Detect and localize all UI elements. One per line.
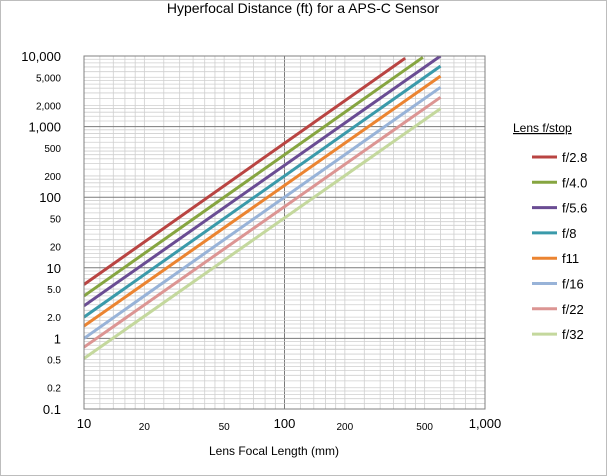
y-tick-label: 5,000 — [36, 73, 61, 84]
y-tick-label: 10 — [47, 261, 61, 276]
legend-label-3: f/5.6 — [562, 201, 587, 216]
series-line-4 — [84, 64, 442, 319]
series-line-1 — [84, 56, 407, 286]
legend-label-6: f/16 — [562, 277, 584, 292]
x-tick-label: 20 — [139, 422, 151, 433]
y-tick-label: 20 — [50, 243, 62, 254]
y-tick-label: 50 — [50, 214, 62, 225]
y-tick-label: 500 — [44, 144, 61, 155]
legend-label-5: f11 — [562, 251, 579, 266]
series-line-7 — [84, 96, 442, 349]
legend-label-2: f/4.0 — [562, 175, 587, 190]
x-axis-ticks: 10 20 50 100 200 500 1,000 — [77, 416, 502, 433]
legend-title: Lens f/stop — [513, 121, 572, 135]
series-line-3 — [84, 56, 442, 308]
y-tick-label: 1 — [54, 331, 61, 346]
legend-label-7: f/22 — [562, 302, 584, 317]
legend: f/2.8 f/4.0 f/5.6 f/8 f11 f/16 f/22 f/32 — [532, 150, 587, 342]
series-line-8 — [84, 107, 442, 360]
x-tick-label: 10 — [77, 416, 91, 431]
series-line-2 — [84, 56, 424, 298]
y-tick-label: 1,000 — [28, 120, 61, 135]
y-tick-label: 0.5 — [47, 356, 61, 367]
plot-border — [83, 55, 486, 410]
chart-title: Hyperfocal Distance (ft) for a APS-C Sen… — [167, 0, 440, 16]
x-axis-title: Lens Focal Length (mm) — [209, 444, 339, 458]
y-tick-label: 5.0 — [47, 285, 61, 296]
series-line-5 — [84, 74, 442, 328]
y-axis-ticks: 0.1 0.2 0.5 1 2.0 5.0 10 20 50 100 200 500 1,000 2,00… — [21, 49, 61, 417]
y-tick-label: 0.2 — [47, 384, 61, 395]
x-tick-label: 50 — [219, 422, 231, 433]
x-tick-label: 100 — [274, 416, 296, 431]
legend-label-1: f/2.8 — [562, 150, 587, 165]
x-tick-label: 200 — [337, 422, 354, 433]
series-line-6 — [84, 86, 442, 340]
y-tick-label: 2,000 — [36, 101, 61, 112]
y-tick-label: 100 — [39, 190, 61, 205]
x-tick-label: 1,000 — [469, 416, 502, 431]
legend-label-4: f/8 — [562, 226, 576, 241]
y-tick-label: 200 — [44, 172, 61, 183]
series-lines — [84, 56, 442, 360]
legend-label-8: f/32 — [562, 327, 584, 342]
y-tick-label: 0.1 — [43, 402, 61, 417]
x-tick-label: 500 — [416, 422, 433, 433]
y-tick-label: 10,000 — [21, 49, 61, 64]
y-tick-label: 2.0 — [47, 313, 61, 324]
